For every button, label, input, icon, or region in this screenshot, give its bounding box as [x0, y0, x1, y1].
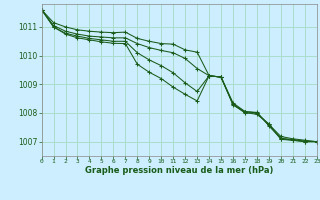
X-axis label: Graphe pression niveau de la mer (hPa): Graphe pression niveau de la mer (hPa): [85, 166, 273, 175]
